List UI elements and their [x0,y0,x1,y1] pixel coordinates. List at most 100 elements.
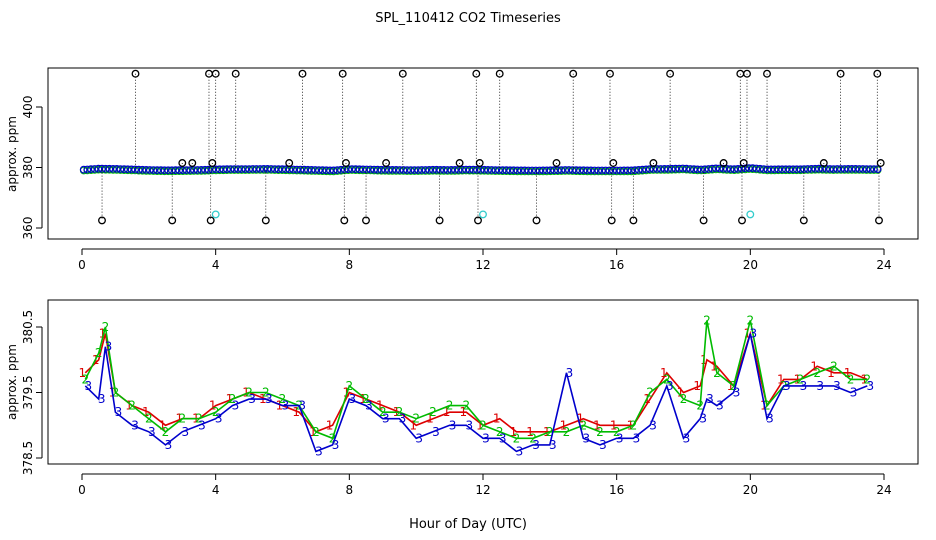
bottom-series-3-point: 3 [850,386,858,400]
top-point-series-3 [355,165,364,174]
top-point-series-3 [803,165,812,173]
bottom-series-3-point: 3 [749,327,757,341]
top-point-series-3 [241,165,250,174]
bottom-series-3-point: 3 [833,379,841,393]
bottom-series-2-point: 2 [496,425,504,439]
top-point-series-3 [763,165,772,174]
top-point-series-3 [458,165,467,174]
top-point-series-3 [116,165,125,174]
bottom-series-3-point: 3 [215,412,223,426]
top-point-series-3 [837,165,845,173]
bottom-y-tick-label: 379.5 [21,375,35,409]
top-point-series-3 [664,164,672,173]
top-point-series-3 [256,165,265,173]
top-point-series-3 [436,165,445,174]
bottom-series-2-point: 2 [229,392,237,406]
top-point-series-3 [373,165,382,174]
bottom-series-2-point: 2 [563,425,571,439]
bottom-series-3-point: 3 [165,438,173,452]
top-point-series-3 [605,166,614,175]
top-point-series-3 [620,166,628,175]
bottom-series-2-point: 2 [847,372,855,386]
top-point-series-3 [502,166,511,175]
top-point-flagged [474,216,482,225]
top-point-series-3 [656,165,665,173]
bottom-series-1-point: 1 [510,425,518,439]
bottom-series-2-point: 2 [329,431,337,445]
bottom-series-2-point: 2 [579,418,587,432]
top-point-series-3 [778,165,786,174]
top-point-calibration [746,210,755,219]
top-point-series-3 [329,166,338,175]
top-point-series-3 [491,166,500,175]
bottom-series-3-point: 3 [516,444,524,458]
top-point-series-3 [414,166,423,175]
top-point-flagged [188,159,197,167]
bottom-series-3-point: 3 [633,431,641,445]
bottom-series-1-point: 1 [242,386,250,400]
top-point-series-3 [531,166,540,175]
top-point-series-3 [682,164,691,173]
top-point-series-3 [546,166,555,175]
top-point-series-3 [127,165,136,174]
top-point-flagged [261,216,270,225]
top-point-flagged [819,159,828,167]
bottom-series-3-point: 3 [549,438,557,452]
bottom-series-2-point: 2 [312,425,320,439]
top-point-series-3 [215,165,224,174]
bottom-series-3-point: 3 [465,418,473,432]
top-x-tick-label: 16 [609,258,624,272]
top-point-flagged [338,69,347,78]
bottom-series-3-point: 3 [298,399,306,413]
top-point-series-3 [598,166,606,175]
top-point-series-3 [101,164,110,173]
top-point-series-3 [587,166,595,175]
bottom-series-3-point: 3 [105,340,113,354]
top-point-series-3 [851,164,860,173]
bottom-series-2-point: 2 [529,431,537,445]
bottom-series-1-point: 1 [844,366,852,380]
top-point-series-3 [741,164,750,173]
top-point-series-3 [498,166,507,175]
top-point-series-3 [855,165,864,173]
top-point-series-3 [671,164,680,173]
top-point-series-3 [814,164,823,173]
bottom-series-1-point: 1 [810,359,818,373]
top-point-series-3 [480,165,489,174]
top-point-series-3 [870,165,878,174]
top-point-series-3 [392,165,401,174]
top-point-flagged [873,69,882,78]
top-point-series-3 [182,166,191,175]
top-point-flagged [736,69,745,78]
bottom-series-1-point: 1 [226,392,234,406]
bottom-series-3-point: 3 [248,392,256,406]
bottom-series-3-point: 3 [282,399,290,413]
top-point-series-3 [359,165,367,174]
top-point-series-3 [123,165,132,174]
top-point-series-3 [293,165,301,174]
bottom-series-2-point: 2 [112,386,120,400]
top-point-series-3 [726,165,735,174]
top-point-series-3 [862,165,871,174]
top-point-series-3 [348,165,356,174]
top-point-series-3 [421,166,430,174]
top-panel-axes: 0 4 8 12 16 20 24 360 380 400 [21,96,892,272]
top-point-series-3 [370,165,379,174]
top-point-series-3 [94,164,103,173]
top-point-series-3 [634,165,643,174]
top-point-series-3 [186,166,195,175]
top-point-series-3 [756,164,764,173]
top-point-flagged [382,159,391,167]
top-point-series-3 [829,165,838,174]
bottom-series-3-point: 3 [599,438,607,452]
bottom-series-2-point: 2 [746,313,754,327]
top-point-series-3 [781,165,790,174]
bottom-series-1-point: 1 [543,425,551,439]
top-point-series-3 [866,165,875,174]
bottom-series-1-point: 1 [175,412,183,426]
bottom-panel-y-label: approx. ppm [5,344,19,420]
top-point-series-3 [270,165,279,174]
top-y-tick-label: 400 [21,96,35,119]
bottom-series-1-point: 1 [526,425,534,439]
top-point-series-3 [237,165,246,174]
